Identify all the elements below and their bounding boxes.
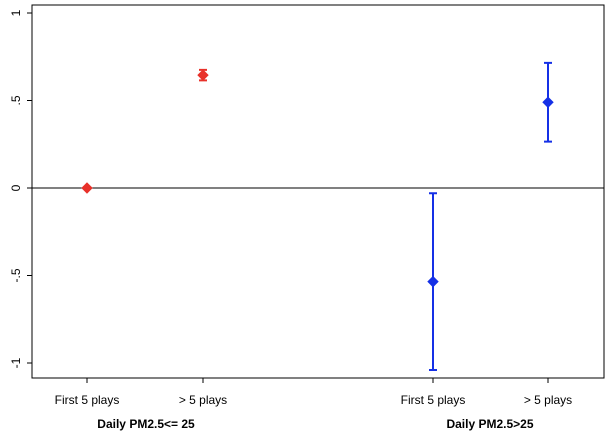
data-point-diamond (427, 275, 439, 288)
y-tick-label: .5 (9, 95, 23, 105)
y-tick-label: 1 (9, 9, 23, 16)
plot-frame (31, 4, 605, 379)
group-label: Daily PM2.5<= 25 (97, 417, 195, 431)
x-tick-label: > 5 plays (179, 393, 227, 407)
data-point-diamond (81, 182, 93, 194)
x-tick-label: > 5 plays (524, 393, 572, 407)
group-label: Daily PM2.5>25 (446, 417, 533, 431)
data-point-diamond (197, 69, 209, 81)
y-tick-label: -.5 (9, 268, 23, 282)
x-tick-label: First 5 plays (55, 393, 120, 407)
x-tick-label: First 5 plays (401, 393, 466, 407)
y-tick-label: -1 (9, 357, 23, 368)
data-point-diamond (542, 96, 554, 108)
y-tick-label: 0 (9, 184, 23, 191)
